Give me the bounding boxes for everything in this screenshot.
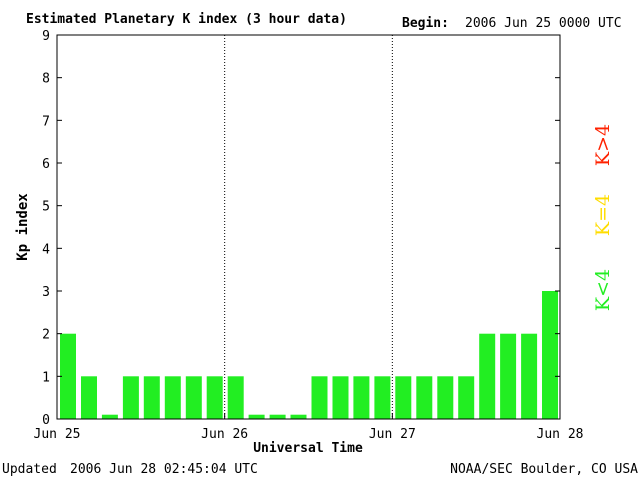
source-label: NOAA/SEC Boulder, CO USA xyxy=(450,462,638,477)
y-tick-label: 5 xyxy=(42,200,50,215)
kp-bar xyxy=(311,376,328,419)
kp-bar xyxy=(437,376,454,419)
kp-bar xyxy=(332,376,349,419)
y-tick-label: 8 xyxy=(42,72,50,87)
kp-bar xyxy=(353,376,370,419)
chart-title: Estimated Planetary K index (3 hour data… xyxy=(26,12,347,27)
y-tick-label: 1 xyxy=(42,370,50,385)
kp-bar xyxy=(101,414,118,419)
legend: K<4 K=4 K>4 xyxy=(592,124,614,311)
kp-bar xyxy=(416,376,433,419)
kp-bar xyxy=(500,333,517,419)
kp-bar xyxy=(143,376,160,419)
y-tick-label: 7 xyxy=(42,114,50,129)
kp-bar xyxy=(248,414,265,419)
kp-bar xyxy=(81,376,97,419)
kp-bar xyxy=(290,414,307,419)
y-axis-label: Kp index xyxy=(15,193,31,261)
y-axis: 0 1 2 3 4 5 6 7 8 9 xyxy=(42,29,560,428)
x-axis: Jun 25 Jun 26 Jun 27 Jun 28 xyxy=(34,413,584,442)
kp-bar xyxy=(164,376,181,419)
y-tick-label: 4 xyxy=(42,242,50,257)
begin-label: Begin: xyxy=(402,16,449,31)
bars-group xyxy=(60,291,558,419)
kp-bar xyxy=(269,414,286,419)
legend-item: K=4 xyxy=(592,194,614,236)
y-tick-label: 2 xyxy=(42,328,50,343)
kp-bar xyxy=(185,376,202,419)
updated-value: 2006 Jun 28 02:45:04 UTC xyxy=(70,462,258,477)
begin-value: 2006 Jun 25 0000 UTC xyxy=(465,16,622,31)
x-tick-label: Jun 28 xyxy=(537,427,584,442)
legend-item: K>4 xyxy=(592,124,614,166)
kp-bar xyxy=(227,376,244,419)
kp-bar xyxy=(60,333,76,419)
kp-bar xyxy=(395,376,412,419)
kp-bar xyxy=(122,376,139,419)
y-tick-label: 3 xyxy=(42,285,50,300)
kp-bar xyxy=(479,333,496,419)
y-tick-label: 0 xyxy=(42,413,50,428)
y-tick-label: 9 xyxy=(42,29,50,44)
y-tick-label: 6 xyxy=(42,157,50,172)
plot-frame xyxy=(56,34,561,420)
kp-bar xyxy=(542,291,558,419)
legend-item: K<4 xyxy=(592,269,614,311)
x-tick-label: Jun 27 xyxy=(369,427,416,442)
kp-bar xyxy=(458,376,475,419)
x-tick-label: Jun 26 xyxy=(201,427,248,442)
kp-bar xyxy=(521,333,538,419)
kp-bar xyxy=(374,376,391,419)
kp-bar xyxy=(206,376,223,419)
day-separators xyxy=(224,35,393,419)
x-tick-label: Jun 25 xyxy=(34,427,81,442)
updated-label: Updated xyxy=(2,462,57,477)
x-axis-label: Universal Time xyxy=(253,441,363,456)
